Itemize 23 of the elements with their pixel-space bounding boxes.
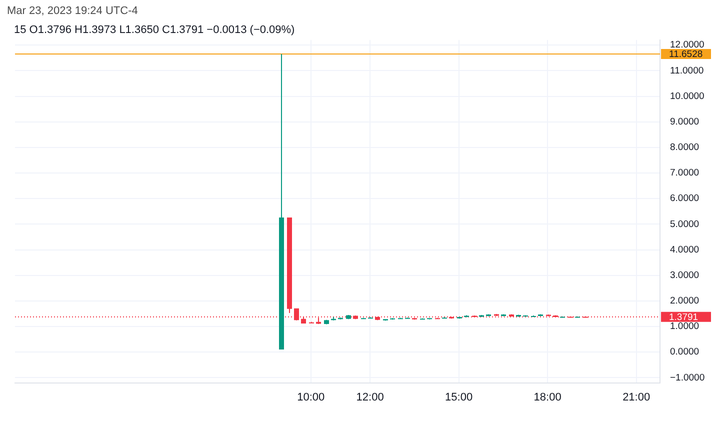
y-tick-label: 4.0000 [670,244,700,256]
chart-subtitle: 15 O1.3796 H1.3973 L1.3650 C1.3791 −0.0013 (−0.09%) [14,24,295,36]
x-tick-label: 15:00 [445,391,473,404]
y-tick-label: 8.0000 [670,142,700,154]
y-tick-label: 2.0000 [670,296,700,307]
x-tick-label: 18:00 [534,391,562,404]
y-tick-label: 5.0000 [670,218,700,230]
y-tick-label: 9.0000 [670,116,700,128]
y-tick-label: 0.0000 [670,346,700,358]
y-tick-label: 12.0000 [670,40,704,51]
y-tick-label: 6.0000 [670,193,700,204]
y-tick-label: 3.0000 [670,270,700,281]
x-tick-label: 21:00 [622,391,650,404]
y-tick-label: −1.0000 [670,372,705,384]
y-tick-label: 1.0000 [670,321,700,332]
y-tick-label: 10.0000 [670,90,704,102]
chart-title: Mar 23, 2023 19:24 UTC-4 [7,5,138,18]
x-tick-label: 12:00 [356,391,384,404]
y-tick-label: 11.0000 [670,65,704,76]
ref-line-label: 11.6528 [669,49,703,60]
y-tick-label: 7.0000 [670,168,700,179]
x-tick-label: 10:00 [297,391,325,404]
ref-line-label: 1.3791 [669,312,698,323]
